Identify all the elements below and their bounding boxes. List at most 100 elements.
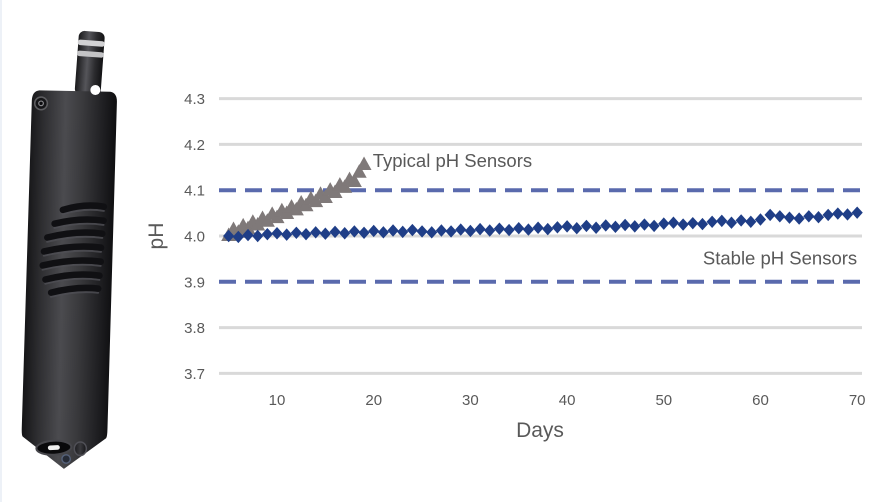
diamond-marker xyxy=(609,220,622,234)
x-tick-label: 10 xyxy=(269,392,286,409)
diamond-marker xyxy=(522,223,535,236)
triangle-marker xyxy=(288,201,304,216)
x-tick-label: 60 xyxy=(752,392,769,409)
diamond-marker xyxy=(474,222,486,236)
diamond-marker xyxy=(629,220,641,233)
y-axis-label: pH xyxy=(145,223,168,250)
triangle-marker xyxy=(308,193,324,208)
y-tick-label: 3.7 xyxy=(184,366,205,383)
diamond-marker xyxy=(493,222,506,235)
x-axis-ticks: 10 20 30 40 50 60 70 xyxy=(269,392,866,409)
triangle-marker xyxy=(351,164,367,178)
diamond-marker xyxy=(658,217,670,230)
probe-vents xyxy=(39,202,108,298)
diamond-marker xyxy=(464,224,476,238)
diamond-marker xyxy=(513,222,525,235)
y-axis-ticks: 4.3 4.2 4.1 4.0 3.9 3.8 3.7 xyxy=(184,91,205,383)
probe-notch xyxy=(90,84,101,95)
diamond-marker xyxy=(667,216,680,229)
diamond-marker xyxy=(638,218,651,231)
page-edge-line xyxy=(0,0,2,502)
diamond-marker xyxy=(445,225,457,238)
y-tick-label: 4.2 xyxy=(184,137,205,154)
diamond-marker xyxy=(571,222,583,235)
triangle-marker xyxy=(327,184,343,198)
y-tick-label: 4.0 xyxy=(184,229,205,246)
diamond-marker xyxy=(368,224,380,238)
diamond-marker xyxy=(706,215,718,229)
diamond-marker xyxy=(774,210,786,223)
diamond-marker xyxy=(735,214,747,227)
triangle-marker xyxy=(298,197,314,212)
ph-probe-image xyxy=(21,30,117,469)
gridlines xyxy=(219,97,862,375)
diamond-marker xyxy=(290,226,302,239)
diamond-marker xyxy=(271,227,283,240)
diamond-marker xyxy=(348,225,360,238)
x-tick-label: 40 xyxy=(559,392,576,409)
diamond-marker xyxy=(832,207,844,220)
y-tick-label: 3.8 xyxy=(184,320,205,337)
diamond-marker xyxy=(387,224,399,237)
diamond-marker xyxy=(764,208,776,222)
diamond-marker xyxy=(281,228,293,241)
triangle-marker xyxy=(259,213,275,227)
diamond-marker xyxy=(503,223,515,237)
triangle-marker xyxy=(337,179,353,193)
diamond-marker xyxy=(851,206,863,219)
probe-tip-sensors xyxy=(35,439,88,464)
diamond-marker xyxy=(648,219,660,233)
diamond-marker xyxy=(484,224,496,237)
x-axis-label: Days xyxy=(516,419,564,442)
diamond-marker xyxy=(822,208,834,222)
diamond-marker xyxy=(841,208,854,221)
triangle-marker xyxy=(317,189,333,203)
diamond-marker xyxy=(783,211,796,224)
series-annotation: Stable pH Sensors xyxy=(703,247,857,268)
diamond-marker xyxy=(696,217,709,231)
diamond-marker xyxy=(223,229,235,243)
diamond-marker xyxy=(580,219,593,233)
x-tick-label: 30 xyxy=(462,392,479,409)
diamond-marker xyxy=(600,219,612,232)
diamond-marker xyxy=(745,215,757,229)
diamond-marker xyxy=(435,224,447,237)
diamond-marker xyxy=(261,227,273,241)
diamond-marker xyxy=(397,225,409,239)
diamond-marker xyxy=(619,218,631,232)
diamond-marker xyxy=(687,216,699,230)
x-tick-label: 70 xyxy=(849,392,866,409)
diamond-marker xyxy=(329,225,341,239)
x-tick-label: 50 xyxy=(655,392,672,409)
series-annotation: Typical pH Sensors xyxy=(373,150,532,171)
diamond-marker xyxy=(416,225,428,238)
diamond-marker xyxy=(793,212,805,225)
diamond-marker xyxy=(252,229,264,243)
triangle-marker xyxy=(356,156,372,171)
diamond-marker xyxy=(377,226,389,239)
y-tick-label: 4.3 xyxy=(184,91,205,108)
x-tick-label: 20 xyxy=(365,392,382,409)
diamond-marker xyxy=(677,218,689,231)
diamond-marker xyxy=(300,227,312,241)
diamond-marker xyxy=(590,221,602,234)
diamond-marker xyxy=(532,221,544,234)
diamond-marker xyxy=(406,223,418,237)
diamond-marker xyxy=(812,211,825,224)
diamond-marker xyxy=(339,227,351,240)
diamond-marker xyxy=(725,216,738,229)
diamond-marker xyxy=(561,220,573,233)
y-tick-label: 3.9 xyxy=(184,274,205,291)
diamond-marker xyxy=(803,210,815,223)
triangle-marker xyxy=(269,209,285,224)
diamond-marker xyxy=(551,221,564,234)
probe-screw xyxy=(33,96,49,111)
diamond-marker xyxy=(310,226,322,239)
triangle-marker xyxy=(346,173,362,187)
diamond-marker xyxy=(232,230,244,244)
diamond-marker xyxy=(542,222,554,236)
series-stable xyxy=(223,206,863,244)
diamond-marker xyxy=(754,213,767,226)
